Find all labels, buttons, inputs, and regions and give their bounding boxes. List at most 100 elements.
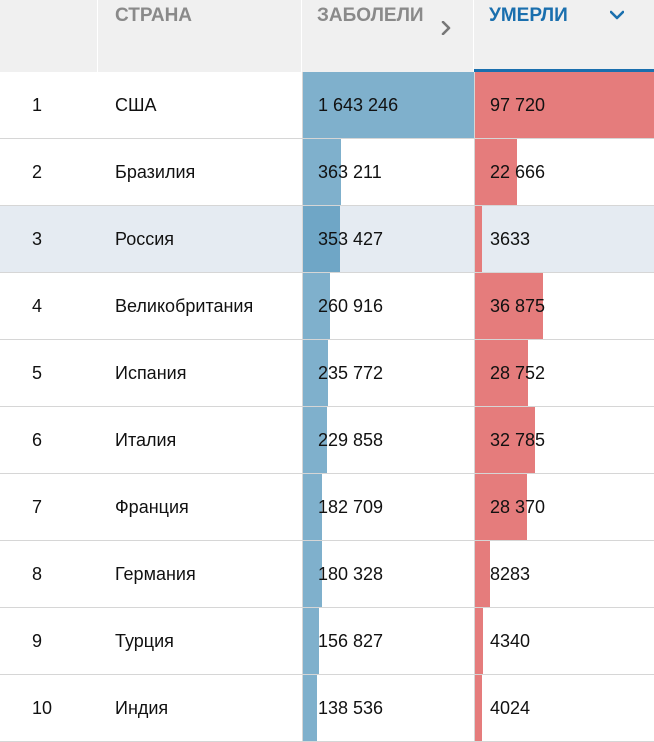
country-name: США xyxy=(115,94,157,115)
table-header: СТРАНА ЗАБОЛЕЛИ УМЕРЛИ xyxy=(0,0,654,72)
cases-cell: 138 536 xyxy=(302,675,474,741)
country-name: Германия xyxy=(115,563,196,584)
rank-value: 5 xyxy=(32,362,43,383)
cases-cell: 156 827 xyxy=(302,608,474,674)
header-country-column[interactable]: СТРАНА xyxy=(98,0,302,72)
deaths-cell: 36 875 xyxy=(474,273,654,339)
deaths-bar xyxy=(475,206,482,272)
deaths-cell: 4024 xyxy=(474,675,654,741)
rank-cell: 8 xyxy=(0,541,98,607)
cases-cell: 182 709 xyxy=(302,474,474,540)
cases-bar xyxy=(303,608,319,674)
cases-cell: 260 916 xyxy=(302,273,474,339)
deaths-value: 32 785 xyxy=(490,429,546,450)
header-cases-label: ЗАБОЛЕЛИ xyxy=(317,5,424,26)
table-row[interactable]: 7 Франция 182 709 28 370 xyxy=(0,474,654,541)
rank-value: 3 xyxy=(32,228,43,249)
cases-bar xyxy=(303,675,317,741)
rank-cell: 3 xyxy=(0,206,98,272)
deaths-value: 22 666 xyxy=(490,161,546,182)
cases-bar xyxy=(303,541,322,607)
rank-value: 2 xyxy=(32,161,43,182)
cases-value: 229 858 xyxy=(318,429,384,450)
rank-cell: 4 xyxy=(0,273,98,339)
chevron-down-icon[interactable] xyxy=(610,8,624,22)
table-row[interactable]: 3 Россия 353 427 3633 xyxy=(0,206,654,273)
deaths-bar xyxy=(475,541,490,607)
country-cell: США xyxy=(98,72,302,138)
rank-value: 1 xyxy=(32,94,43,115)
country-name: Бразилия xyxy=(115,161,196,182)
deaths-cell: 8283 xyxy=(474,541,654,607)
country-cell: Турция xyxy=(98,608,302,674)
table-body: 1 США 1 643 246 97 720 2 Бразилия 363 211 22 66… xyxy=(0,72,654,742)
deaths-cell: 32 785 xyxy=(474,407,654,473)
deaths-bar xyxy=(475,72,654,138)
country-name: Индия xyxy=(115,697,169,718)
country-cell: Великобритания xyxy=(98,273,302,339)
header-cases-column[interactable]: ЗАБОЛЕЛИ xyxy=(302,0,474,72)
deaths-value: 97 720 xyxy=(490,94,546,115)
header-rank-cell xyxy=(0,0,98,72)
rank-cell: 10 xyxy=(0,675,98,741)
table-row[interactable]: 5 Испания 235 772 28 752 xyxy=(0,340,654,407)
deaths-value: 36 875 xyxy=(490,295,546,316)
rank-value: 7 xyxy=(32,496,43,517)
deaths-value: 3633 xyxy=(490,228,531,249)
chevron-right-icon[interactable] xyxy=(439,21,453,35)
header-country-label: СТРАНА xyxy=(115,5,193,26)
rank-value: 4 xyxy=(32,295,43,316)
rank-cell: 9 xyxy=(0,608,98,674)
table-row[interactable]: 6 Италия 229 858 32 785 xyxy=(0,407,654,474)
table-row[interactable]: 8 Германия 180 328 8283 xyxy=(0,541,654,608)
deaths-bar xyxy=(475,474,527,540)
rank-value: 8 xyxy=(32,563,43,584)
cases-bar xyxy=(303,206,340,272)
table-row[interactable]: 4 Великобритания 260 916 36 875 xyxy=(0,273,654,340)
country-cell: Бразилия xyxy=(98,139,302,205)
country-cell: Россия xyxy=(98,206,302,272)
cases-cell: 353 427 xyxy=(302,206,474,272)
rank-value: 6 xyxy=(32,429,43,450)
country-cell: Индия xyxy=(98,675,302,741)
deaths-cell: 22 666 xyxy=(474,139,654,205)
header-deaths-column[interactable]: УМЕРЛИ xyxy=(474,0,654,72)
rank-value: 10 xyxy=(32,697,53,718)
country-name: Франция xyxy=(115,496,189,517)
country-name: Испания xyxy=(115,362,187,383)
rank-cell: 1 xyxy=(0,72,98,138)
cases-value: 235 772 xyxy=(318,362,384,383)
table-row[interactable]: 9 Турция 156 827 4340 xyxy=(0,608,654,675)
cases-value: 363 211 xyxy=(318,161,382,182)
cases-cell: 229 858 xyxy=(302,407,474,473)
deaths-bar xyxy=(475,139,517,205)
deaths-value: 4024 xyxy=(490,697,531,718)
cases-cell: 235 772 xyxy=(302,340,474,406)
deaths-value: 4340 xyxy=(490,630,531,651)
table-row[interactable]: 1 США 1 643 246 97 720 xyxy=(0,72,654,139)
country-name: Италия xyxy=(115,429,177,450)
country-cell: Франция xyxy=(98,474,302,540)
country-cell: Германия xyxy=(98,541,302,607)
country-name: Турция xyxy=(115,630,174,651)
cases-bar xyxy=(303,340,328,406)
rank-cell: 7 xyxy=(0,474,98,540)
deaths-cell: 28 370 xyxy=(474,474,654,540)
deaths-cell: 4340 xyxy=(474,608,654,674)
cases-cell: 180 328 xyxy=(302,541,474,607)
deaths-value: 28 370 xyxy=(490,496,546,517)
deaths-bar xyxy=(475,675,482,741)
cases-cell: 1 643 246 xyxy=(302,72,474,138)
deaths-cell: 97 720 xyxy=(474,72,654,138)
country-name: Россия xyxy=(115,228,175,249)
deaths-bar xyxy=(475,608,483,674)
cases-bar xyxy=(303,139,341,205)
deaths-bar xyxy=(475,340,528,406)
cases-bar xyxy=(303,474,322,540)
cases-value: 156 827 xyxy=(318,630,384,651)
cases-bar xyxy=(303,72,474,138)
table-row[interactable]: 2 Бразилия 363 211 22 666 xyxy=(0,139,654,206)
country-cell: Испания xyxy=(98,340,302,406)
deaths-bar xyxy=(475,273,543,339)
cases-value: 1 643 246 xyxy=(318,94,399,115)
